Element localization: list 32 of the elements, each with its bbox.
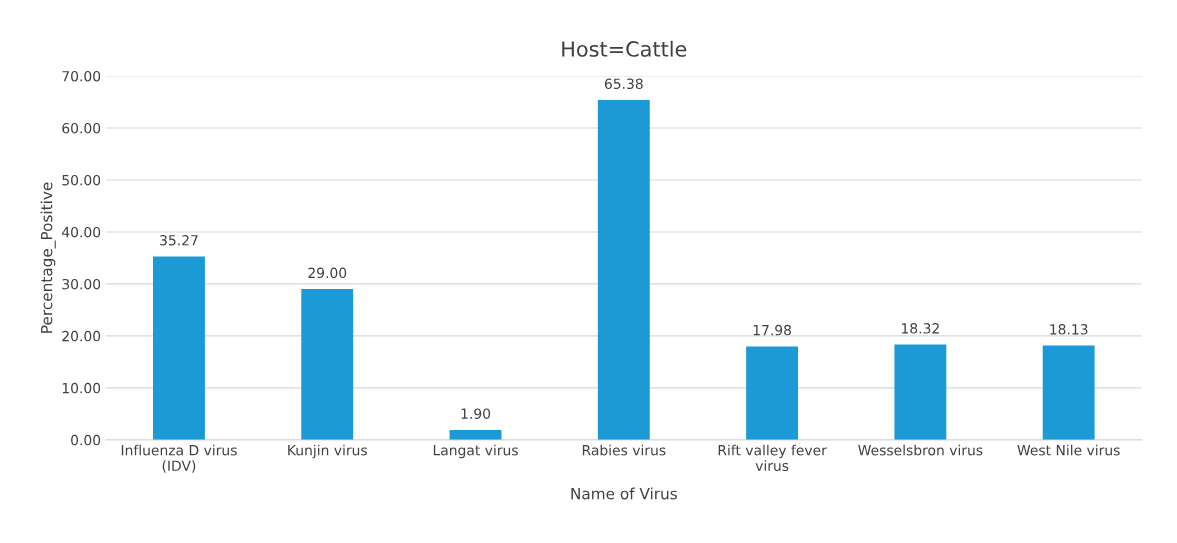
y-axis-title: Percentage_Positive [40,182,56,333]
x-tick-label: Influenza D virus (IDV) [121,444,237,473]
data-label: 18.32 [902,323,939,334]
y-tick-label: 10.00 [62,382,101,394]
y-tick-label: 50.00 [62,174,101,186]
bar [301,289,354,440]
x-tick-label: Rabies virus [582,444,666,456]
data-label: 65.38 [604,78,643,90]
y-tick-label: 70.00 [62,70,101,82]
data-label: 35.27 [160,234,198,246]
y-tick-label: 30.00 [62,278,101,290]
bar [597,100,650,440]
data-label: 18.13 [1050,324,1088,335]
bar [1042,345,1095,440]
data-label: 17.98 [753,324,792,336]
bar [153,256,205,440]
bar [449,429,502,440]
x-tick-label: Rift valley fever virus [718,444,827,471]
y-tick-label: 0.00 [71,434,101,446]
bar [894,344,947,440]
x-axis-title: Name of Virus [571,487,677,500]
x-tick-label: Kunjin virus [288,444,367,459]
chart-title: Host=Cattle [562,40,687,57]
data-label: 1.90 [461,408,491,419]
y-tick-label: 60.00 [62,122,101,134]
y-tick-label: 20.00 [62,330,101,342]
data-label: 29.00 [308,267,347,279]
y-tick-label: 40.00 [61,226,101,238]
x-tick-label: Langat virus [433,444,518,459]
x-tick-label: Wesselsbron virus [858,444,983,456]
bar [746,346,799,440]
x-tick-label: West Nile virus [1017,444,1120,456]
